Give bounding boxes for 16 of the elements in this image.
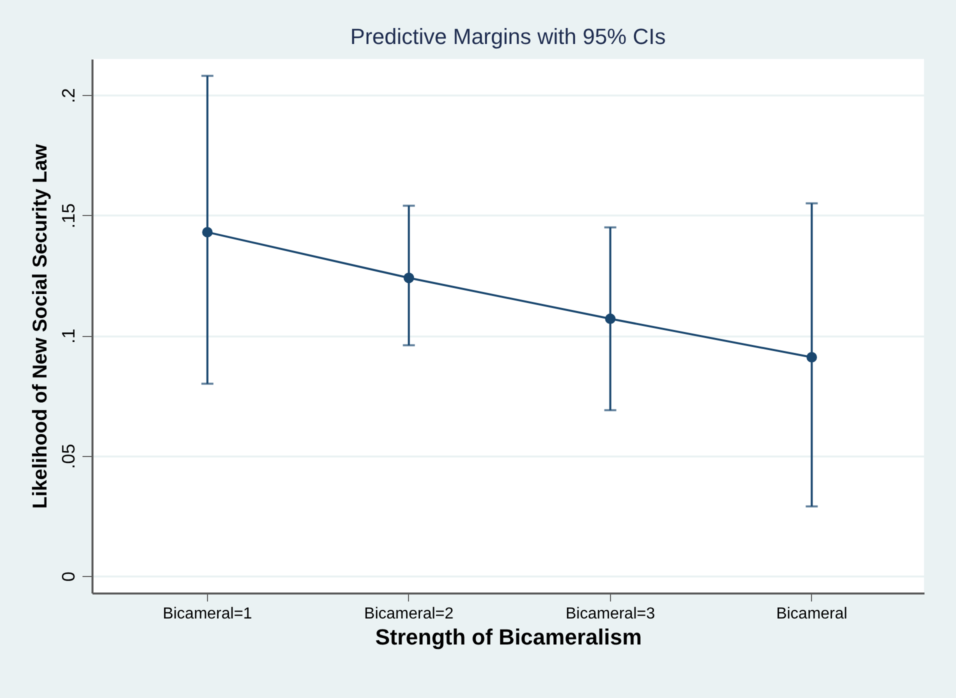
point — [605, 314, 616, 324]
y-tick-label: .1 — [58, 328, 78, 344]
y-tick-label: .15 — [58, 203, 78, 228]
y-axis-title: Likelihood of New Social Security Law — [30, 144, 52, 509]
y-tick-label: .2 — [58, 88, 78, 104]
x-axis-title: Strength of Bicameralism — [375, 624, 642, 650]
point — [404, 272, 414, 284]
chart-title: Predictive Margins with 95% CIs — [350, 24, 666, 49]
y-tick-label: 0 — [58, 572, 78, 582]
x-tick-label: Bicameral=1 — [162, 606, 252, 622]
x-tick-label: Bicameral=3 — [566, 606, 656, 622]
point — [202, 226, 213, 238]
y-tick-label: .05 — [58, 444, 78, 469]
x-tick-label: Bicameral — [776, 606, 848, 622]
x-tick-label: Bicameral=2 — [364, 606, 454, 622]
point — [806, 352, 817, 363]
